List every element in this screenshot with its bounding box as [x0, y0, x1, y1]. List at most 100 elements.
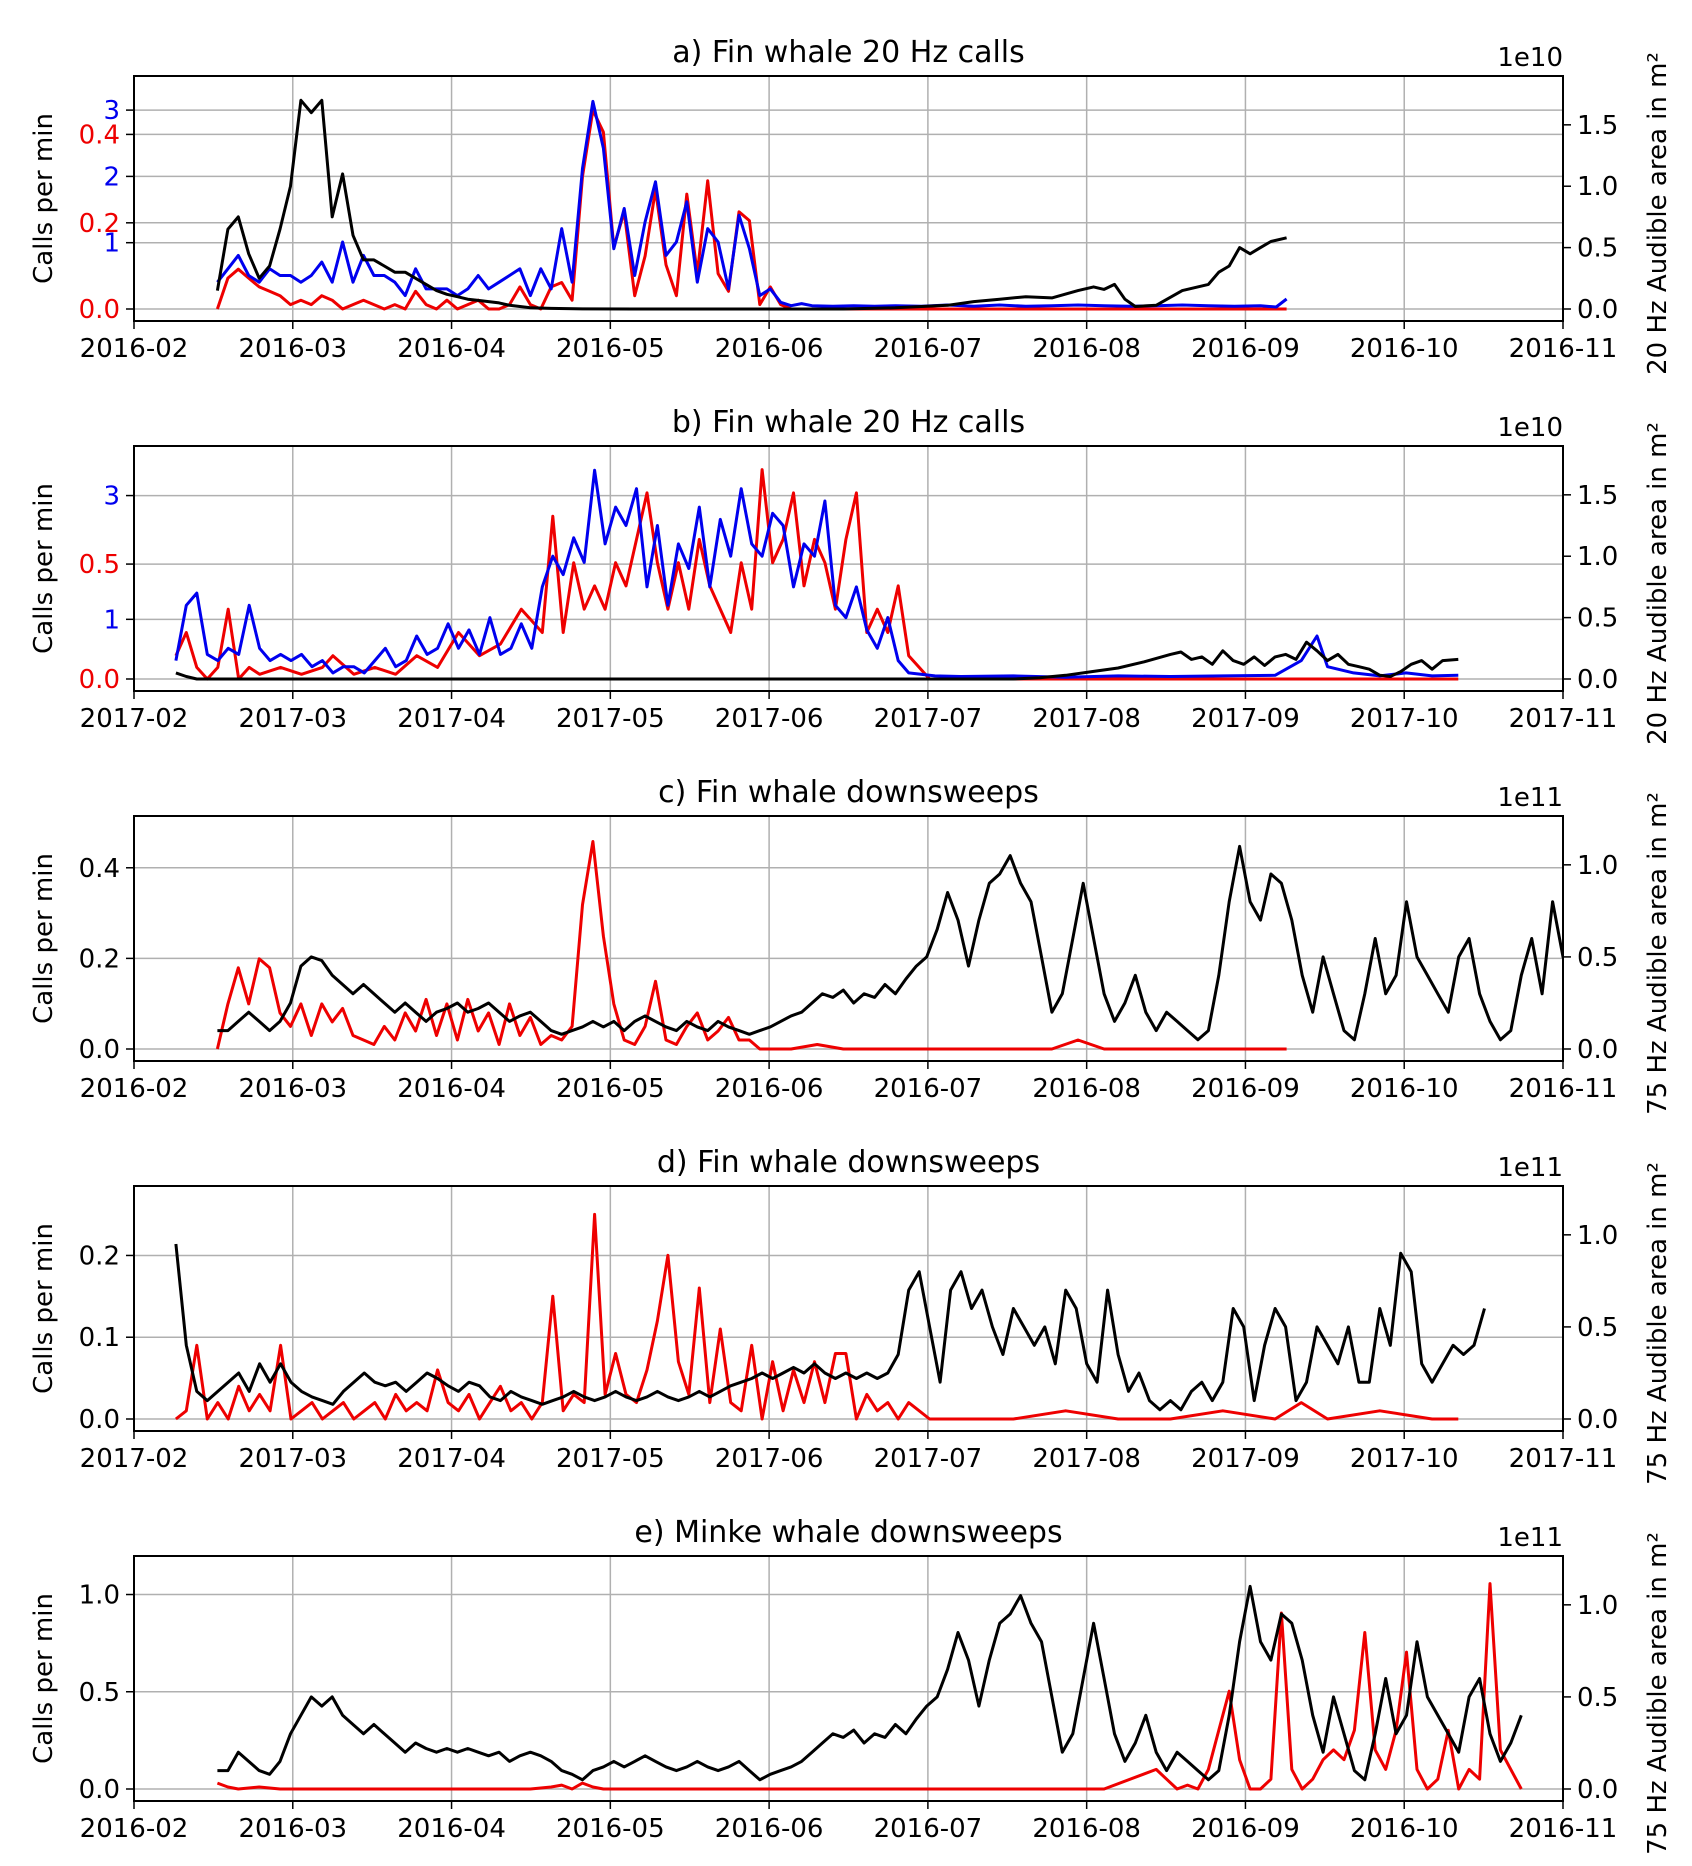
y-tick-label: 0.2: [79, 1241, 120, 1271]
panel-c: c) Fin whale downsweeps 1e11 2016-02 2016-0…: [29, 775, 1673, 1115]
x-tick-label: 2016-04: [397, 334, 506, 364]
y2-tick-label: 0.0: [1577, 1405, 1618, 1435]
y2-axis-label: 20 Hz Audible area in m²: [1643, 52, 1673, 375]
y2-tick-label: 1.0: [1577, 1221, 1618, 1251]
y-tick-label: 0.2: [79, 944, 120, 974]
exponent-label: 1e10: [1497, 43, 1563, 73]
x-tick-label: 2016-08: [1032, 1074, 1141, 1104]
x-tick-label: 2017-11: [1509, 1444, 1618, 1474]
y2-tick-label: 0.0: [1577, 1775, 1618, 1805]
y-tick-label: 1: [103, 605, 120, 635]
x-tick-label: 2017-08: [1032, 1444, 1141, 1474]
y-axis-label: Calls per min: [29, 1223, 59, 1394]
x-tick-label: 2017-05: [556, 1444, 665, 1474]
x-tick-label: 2016-06: [715, 334, 824, 364]
y-tick-label: 0.0: [79, 1035, 120, 1065]
series-line-0: [215, 108, 1287, 311]
panel-title: b) Fin whale 20 Hz calls: [672, 405, 1025, 440]
x-tick-label: 2017-07: [874, 1444, 983, 1474]
y2-tick-label: 0.5: [1577, 604, 1618, 634]
x-tick-label: 2016-08: [1032, 334, 1141, 364]
x-tick-label: 2016-08: [1032, 1814, 1141, 1844]
x-tick-label: 2017-02: [80, 1444, 189, 1474]
y2-tick-label: 1.0: [1577, 542, 1618, 572]
series-line-1: [216, 99, 1288, 309]
x-tick-label: 2016-11: [1509, 334, 1618, 364]
y2-axis-label: 75 Hz Audible area in m²: [1643, 792, 1673, 1115]
x-tick-label: 2017-11: [1509, 704, 1618, 734]
x-tick-label: 2016-05: [556, 334, 665, 364]
x-tick-label: 2016-02: [80, 1814, 189, 1844]
series-line-1: [217, 844, 1563, 1042]
y2-tick-label: 1.0: [1577, 1591, 1618, 1621]
y-tick-label: 0.2: [79, 209, 120, 239]
x-tick-label: 2017-10: [1350, 704, 1459, 734]
y2-tick-label: 1.0: [1577, 172, 1618, 202]
y-tick-label: 0.0: [79, 295, 120, 325]
x-tick-label: 2016-04: [397, 1814, 506, 1844]
series-line-0: [174, 1212, 1459, 1421]
x-tick-label: 2016-10: [1350, 334, 1459, 364]
y2-tick-label: 0.0: [1577, 1035, 1618, 1065]
plot-frame: [133, 75, 1564, 322]
exponent-label: 1e11: [1497, 1523, 1563, 1553]
series-line-2: [215, 98, 1287, 311]
y2-tick-label: 0.5: [1577, 1683, 1618, 1713]
x-tick-label: 2016-11: [1509, 1074, 1618, 1104]
y2-axis-label: 75 Hz Audible area in m²: [1643, 1162, 1673, 1485]
y-tick-label: 0.5: [79, 550, 120, 580]
panel-title: d) Fin whale downsweeps: [657, 1145, 1040, 1180]
x-tick-label: 2016-07: [874, 1814, 983, 1844]
x-tick-label: 2016-10: [1350, 1074, 1459, 1104]
plot-frame: [133, 1555, 1564, 1802]
y-tick-label: 2: [103, 162, 120, 192]
x-tick-label: 2017-03: [238, 1444, 347, 1474]
exponent-label: 1e10: [1497, 413, 1563, 443]
panel-title: e) Minke whale downsweeps: [634, 1515, 1062, 1550]
x-tick-label: 2017-03: [238, 704, 347, 734]
x-tick-label: 2016-03: [238, 1814, 347, 1844]
y-axis-label: Calls per min: [29, 853, 59, 1024]
y2-tick-label: 0.0: [1577, 665, 1618, 695]
x-tick-label: 2017-04: [397, 704, 506, 734]
x-tick-label: 2017-06: [715, 704, 824, 734]
y2-axis-label: 75 Hz Audible area in m²: [1643, 1532, 1673, 1855]
y-tick-label: 0.1: [79, 1323, 120, 1353]
y-tick-label: 0.4: [79, 120, 120, 150]
exponent-label: 1e11: [1497, 783, 1563, 813]
x-tick-label: 2017-04: [397, 1444, 506, 1474]
y2-tick-label: 0.5: [1577, 1313, 1618, 1343]
x-tick-label: 2016-05: [556, 1074, 665, 1104]
x-tick-label: 2016-04: [397, 1074, 506, 1104]
y-tick-label: 3: [103, 96, 120, 126]
panel-b: b) Fin whale 20 Hz calls 1e10 2017-02 2017-…: [29, 405, 1673, 745]
y2-axis-label: 20 Hz Audible area in m²: [1643, 422, 1673, 745]
y2-tick-label: 0.5: [1577, 943, 1618, 973]
x-tick-label: 2017-05: [556, 704, 665, 734]
x-tick-label: 2016-11: [1509, 1814, 1618, 1844]
series-line-1: [174, 1243, 1486, 1412]
series-line-1: [217, 1584, 1523, 1782]
x-tick-label: 2016-07: [874, 334, 983, 364]
plot-frame: [133, 1185, 1564, 1432]
y-tick-label: 0.4: [79, 854, 120, 884]
y-tick-label: 1: [103, 229, 120, 259]
x-tick-label: 2017-06: [715, 1444, 824, 1474]
series-line-0: [174, 468, 1459, 681]
y-axis-label: Calls per min: [29, 113, 59, 284]
x-tick-label: 2016-02: [80, 334, 189, 364]
x-tick-label: 2017-09: [1191, 704, 1300, 734]
panel-a: a) Fin whale 20 Hz calls 1e10 2016-02 2016-…: [29, 35, 1673, 375]
y-tick-label: 0.0: [79, 1775, 120, 1805]
y2-tick-label: 1.0: [1577, 851, 1618, 881]
y-tick-label: 0.0: [79, 665, 120, 695]
exponent-label: 1e11: [1497, 1153, 1563, 1183]
y2-tick-label: 0.5: [1577, 234, 1618, 264]
y-tick-label: 3: [103, 482, 120, 512]
y-tick-label: 1.0: [79, 1581, 120, 1611]
y-axis-label: Calls per min: [29, 483, 59, 654]
x-tick-label: 2016-05: [556, 1814, 665, 1844]
x-tick-label: 2016-06: [715, 1814, 824, 1844]
x-tick-label: 2016-06: [715, 1074, 824, 1104]
